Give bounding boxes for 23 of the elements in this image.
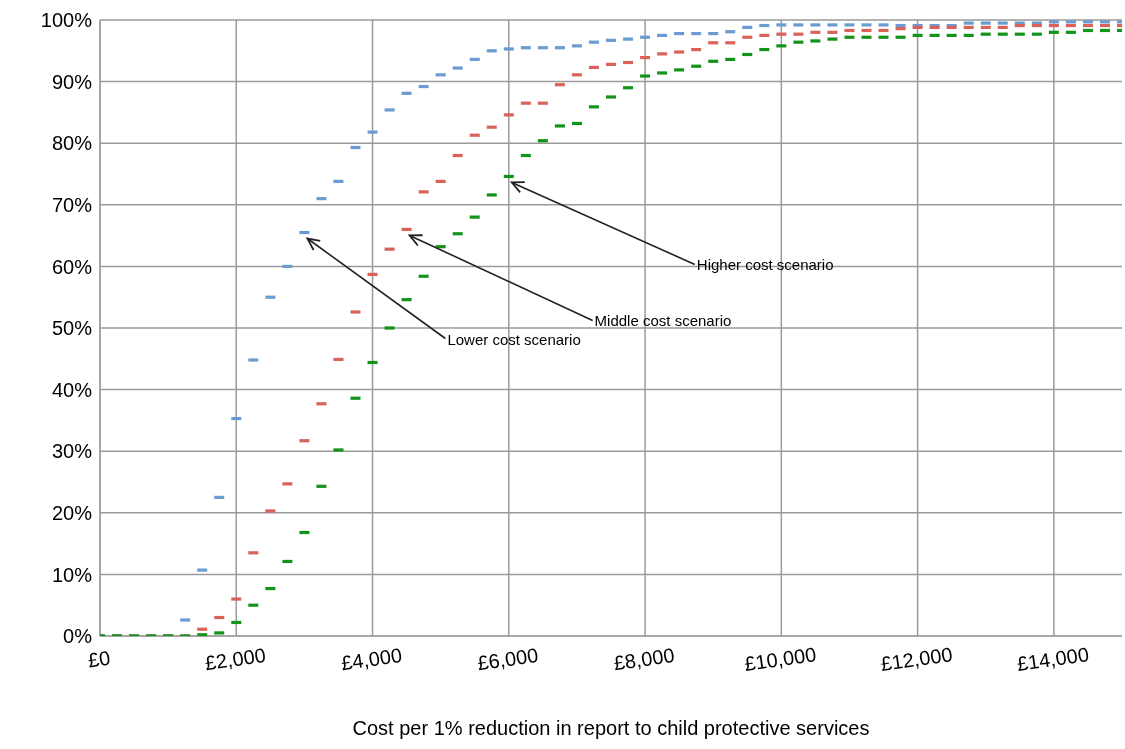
y-tick-label: 40% bbox=[51, 378, 93, 401]
x-tick-label: £12,000 bbox=[879, 643, 954, 675]
y-tick-label: 30% bbox=[51, 440, 93, 463]
x-tick-label: £0 bbox=[86, 646, 112, 672]
y-tick-label: 0% bbox=[63, 625, 93, 648]
y-tick-label: 100% bbox=[40, 9, 93, 32]
annotation: Lower cost scenario bbox=[447, 330, 581, 348]
annotation: Middle cost scenario bbox=[594, 312, 732, 330]
x-tick-label: £14,000 bbox=[1015, 643, 1091, 675]
x-tick-label: £8,000 bbox=[612, 643, 676, 675]
y-tick-label: 20% bbox=[51, 501, 93, 524]
y-tick-label: 70% bbox=[51, 193, 93, 216]
x-axis-title: Cost per 1% reduction in report to child protective services bbox=[352, 717, 870, 739]
x-tick-label: £2,000 bbox=[203, 643, 268, 675]
y-tick-label: 50% bbox=[51, 317, 93, 340]
y-tick-label: 60% bbox=[51, 255, 93, 278]
x-tick-label: £4,000 bbox=[339, 643, 404, 675]
x-tick-label: £6,000 bbox=[476, 643, 540, 675]
y-tick-label: 80% bbox=[51, 132, 93, 155]
x-tick-label: £10,000 bbox=[743, 643, 818, 675]
y-tick-label: 10% bbox=[51, 563, 93, 586]
annotation: Higher cost scenario bbox=[696, 256, 834, 274]
y-tick-label: 90% bbox=[51, 70, 93, 93]
